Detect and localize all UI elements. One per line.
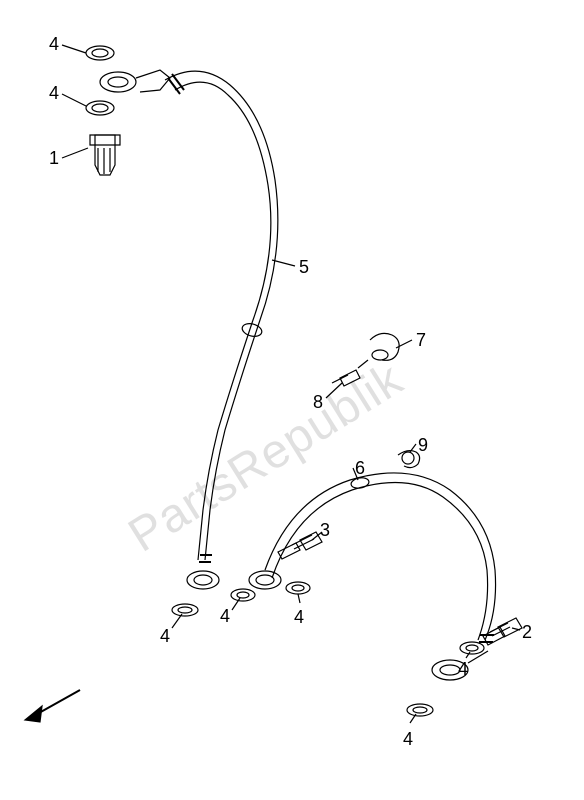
parts-diagram: PartsRepublik	[0, 0, 584, 800]
diagram-svg	[0, 0, 584, 800]
callout-4: 4	[49, 84, 59, 102]
callout-6: 6	[355, 459, 365, 477]
callout-5: 5	[299, 258, 309, 276]
callout-9: 9	[418, 436, 428, 454]
callout-7: 7	[416, 331, 426, 349]
callout-2: 2	[522, 623, 532, 641]
callout-4: 4	[160, 627, 170, 645]
callout-4: 4	[403, 730, 413, 748]
callout-4: 4	[220, 607, 230, 625]
callout-8: 8	[313, 393, 323, 411]
callout-4: 4	[49, 35, 59, 53]
callout-4: 4	[294, 608, 304, 626]
callout-1: 1	[49, 149, 59, 167]
callout-4: 4	[458, 660, 468, 678]
callout-3: 3	[320, 521, 330, 539]
